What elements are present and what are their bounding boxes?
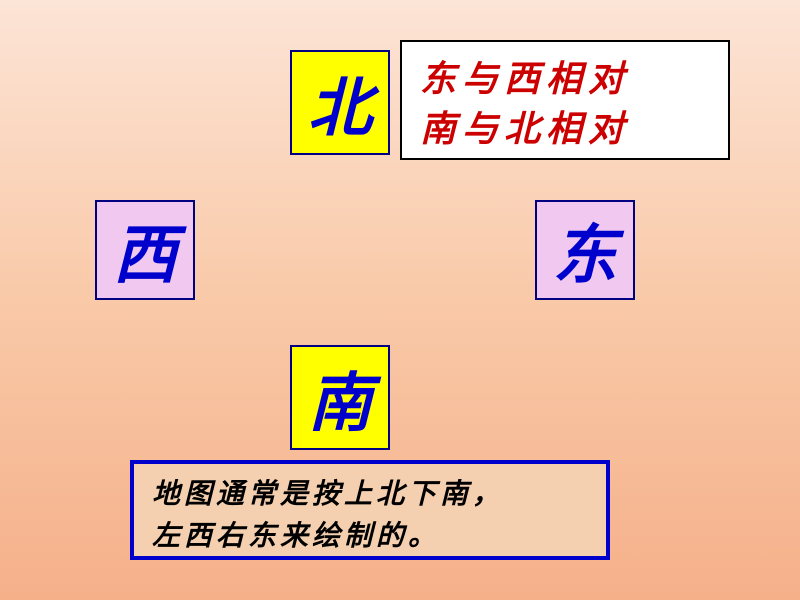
info-box-opposites: 东与西相对 南与北相对 — [400, 40, 730, 160]
east-label: 东 — [553, 204, 617, 296]
west-direction-box: 西 — [95, 200, 195, 300]
south-direction-box: 南 — [290, 345, 390, 450]
convention-line-1: 地图通常是按上北下南， — [152, 474, 588, 516]
south-label: 南 — [308, 352, 372, 444]
north-direction-box: 北 — [290, 50, 390, 155]
east-direction-box: 东 — [535, 200, 635, 300]
north-label: 北 — [308, 57, 372, 149]
convention-line-2: 左西右东来绘制的。 — [152, 516, 588, 558]
opposites-line-2: 南与北相对 — [420, 104, 710, 154]
info-box-map-convention: 地图通常是按上北下南， 左西右东来绘制的。 — [130, 460, 610, 560]
west-label: 西 — [113, 204, 177, 296]
opposites-line-1: 东与西相对 — [420, 54, 710, 104]
